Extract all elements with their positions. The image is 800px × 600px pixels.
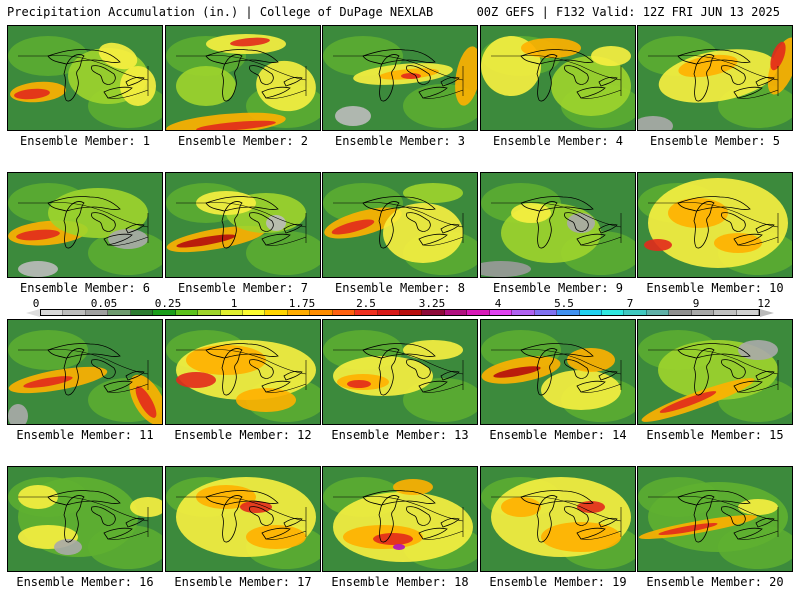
ensemble-member-label: Ensemble Member: 15 (646, 428, 784, 442)
ensemble-map-8 (322, 172, 478, 278)
legend-tick-label: 0.05 (90, 297, 118, 310)
legend-tick-label: 9 (692, 297, 700, 310)
legend-tick-label: 5.5 (554, 297, 574, 310)
legend-swatch (444, 310, 468, 315)
legend-swatch (108, 310, 131, 315)
precip-color-legend: 0 0.05 0.25 1 1.75 2.5 3.25 4 5.5 7 9 12 (0, 297, 800, 319)
legend-swatch (557, 310, 580, 315)
ensemble-map-20 (637, 466, 793, 572)
legend-swatch (691, 310, 715, 315)
legend-tick-label: 1.75 (288, 297, 316, 310)
ensemble-map-1 (7, 25, 163, 131)
ensemble-map-15 (637, 319, 793, 425)
ensemble-member-label: Ensemble Member: 13 (331, 428, 469, 442)
legend-tick-label: 2.5 (356, 297, 376, 310)
legend-swatch (736, 310, 759, 315)
legend-swatch (467, 310, 490, 315)
ensemble-member-label: Ensemble Member: 3 (334, 134, 466, 148)
ensemble-map-2 (165, 25, 321, 131)
legend-swatch (85, 310, 109, 315)
ensemble-map-5 (637, 25, 793, 131)
legend-swatch (579, 310, 602, 315)
ensemble-member-label: Ensemble Member: 12 (174, 428, 312, 442)
legend-swatch (377, 310, 400, 315)
legend-swatch (310, 310, 333, 315)
legend-swatch (287, 310, 311, 315)
legend-swatch (175, 310, 199, 315)
model-run-info: 00Z GEFS | F132 Valid: 12Z FRI JUN 13 20… (476, 5, 780, 19)
ensemble-map-12 (165, 319, 321, 425)
ensemble-member-label: Ensemble Member: 9 (492, 281, 624, 295)
legend-swatch (422, 310, 445, 315)
ensemble-map-16 (7, 466, 163, 572)
legend-tick-label: 1 (230, 297, 238, 310)
ensemble-member-label: Ensemble Member: 18 (331, 575, 469, 589)
ensemble-member-label: Ensemble Member: 16 (16, 575, 154, 589)
legend-swatch (41, 310, 64, 315)
legend-swatch (534, 310, 558, 315)
ensemble-member-label: Ensemble Member: 1 (19, 134, 151, 148)
ensemble-member-label: Ensemble Member: 17 (174, 575, 312, 589)
legend-swatch (355, 310, 378, 315)
ensemble-member-label: Ensemble Member: 6 (19, 281, 151, 295)
ensemble-map-3 (322, 25, 478, 131)
legend-swatch (669, 310, 692, 315)
ensemble-member-label: Ensemble Member: 2 (177, 134, 309, 148)
legend-swatch (646, 310, 670, 315)
ensemble-member-label: Ensemble Member: 10 (646, 281, 784, 295)
legend-swatch (512, 310, 535, 315)
legend-swatch (63, 310, 86, 315)
ensemble-map-17 (165, 466, 321, 572)
ensemble-map-11 (7, 319, 163, 425)
legend-tick-label: 7 (626, 297, 634, 310)
legend-swatch (153, 310, 176, 315)
legend-swatch (130, 310, 154, 315)
ensemble-map-18 (322, 466, 478, 572)
ensemble-map-19 (480, 466, 636, 572)
legend-color-bar (40, 309, 760, 316)
legend-tick-label: 4 (494, 297, 502, 310)
ensemble-member-label: Ensemble Member: 7 (177, 281, 309, 295)
ensemble-member-label: Ensemble Member: 20 (646, 575, 784, 589)
legend-swatch (624, 310, 647, 315)
ensemble-map-7 (165, 172, 321, 278)
map-title: Precipitation Accumulation (in.) | Colle… (7, 5, 434, 19)
legend-swatch (198, 310, 221, 315)
legend-tick-label: 0 (32, 297, 40, 310)
ensemble-member-label: Ensemble Member: 19 (489, 575, 627, 589)
ensemble-map-14 (480, 319, 636, 425)
ensemble-member-label: Ensemble Member: 4 (492, 134, 624, 148)
ensemble-member-label: Ensemble Member: 5 (649, 134, 781, 148)
ensemble-member-label: Ensemble Member: 11 (16, 428, 154, 442)
legend-swatch (714, 310, 737, 315)
ensemble-map-13 (322, 319, 478, 425)
ensemble-member-label: Ensemble Member: 8 (334, 281, 466, 295)
legend-swatch (400, 310, 423, 315)
ensemble-map-9 (480, 172, 636, 278)
legend-tick-label: 12 (757, 297, 771, 310)
legend-swatch (489, 310, 513, 315)
legend-tick-label: 0.25 (154, 297, 182, 310)
ensemble-map-6 (7, 172, 163, 278)
legend-swatch (220, 310, 243, 315)
ensemble-map-10 (637, 172, 793, 278)
legend-swatch (265, 310, 288, 315)
legend-swatch (601, 310, 625, 315)
legend-min-arrow (26, 309, 40, 317)
ensemble-member-label: Ensemble Member: 14 (489, 428, 627, 442)
legend-max-arrow (760, 309, 774, 317)
legend-swatch (332, 310, 356, 315)
legend-swatch (242, 310, 266, 315)
ensemble-map-4 (480, 25, 636, 131)
legend-tick-label: 3.25 (418, 297, 446, 310)
